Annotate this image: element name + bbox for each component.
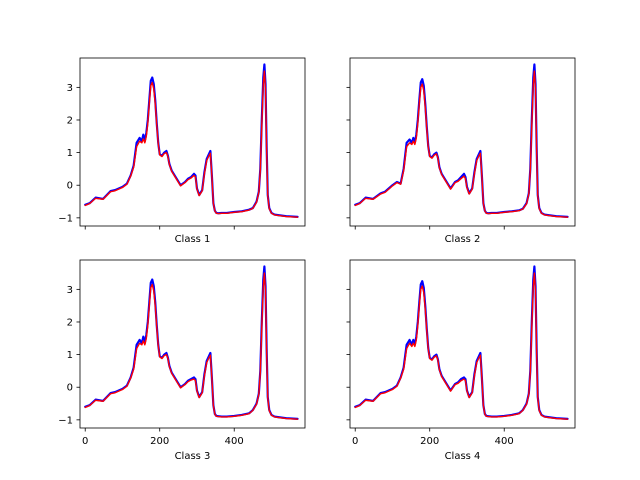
x-tick-label: 400 [225, 436, 244, 447]
series-line-2 [84, 70, 299, 218]
series-line-2 [354, 70, 569, 218]
y-tick-label: 1 [67, 148, 73, 159]
y-tick-label: 2 [67, 317, 73, 328]
series-line-2 [354, 272, 569, 420]
series-line-2 [84, 272, 299, 420]
x-axis-label: Class 4 [445, 451, 481, 462]
y-tick-label: 1 [67, 350, 73, 361]
x-tick-label: 0 [82, 436, 88, 447]
subplot-class-4: Class 4 0 200 400 [346, 259, 576, 462]
x-axis-label: Class 3 [175, 451, 211, 462]
y-tick-label: −1 [58, 415, 73, 426]
y-tick-label: 0 [67, 181, 73, 192]
axes-frame [349, 57, 576, 227]
plot-layer [84, 265, 299, 420]
axes-frame [79, 259, 306, 429]
plot-layer [354, 265, 569, 420]
x-tick-label: 400 [495, 436, 514, 447]
axes-frame [79, 57, 306, 227]
y-tick-label: 0 [67, 383, 73, 394]
x-tick-label: 200 [150, 436, 169, 447]
subplot-class-2: Class 2 [346, 57, 576, 245]
axes-frame [349, 259, 576, 429]
plot-layer [84, 63, 299, 218]
y-tick-label: −1 [58, 213, 73, 224]
subplot-class-1: Class 1 −1 0 1 2 3 [58, 57, 306, 245]
subplot-class-3: Class 3 0 200 400 −1 0 1 2 3 [58, 259, 306, 462]
x-axis-label: Class 2 [445, 234, 481, 245]
x-axis-label: Class 1 [175, 234, 211, 245]
y-tick-label: 3 [67, 83, 73, 94]
x-tick-label: 200 [420, 436, 439, 447]
x-tick-label: 0 [352, 436, 358, 447]
plot-layer [354, 63, 569, 218]
y-tick-label: 2 [67, 115, 73, 126]
y-tick-label: 3 [67, 285, 73, 296]
